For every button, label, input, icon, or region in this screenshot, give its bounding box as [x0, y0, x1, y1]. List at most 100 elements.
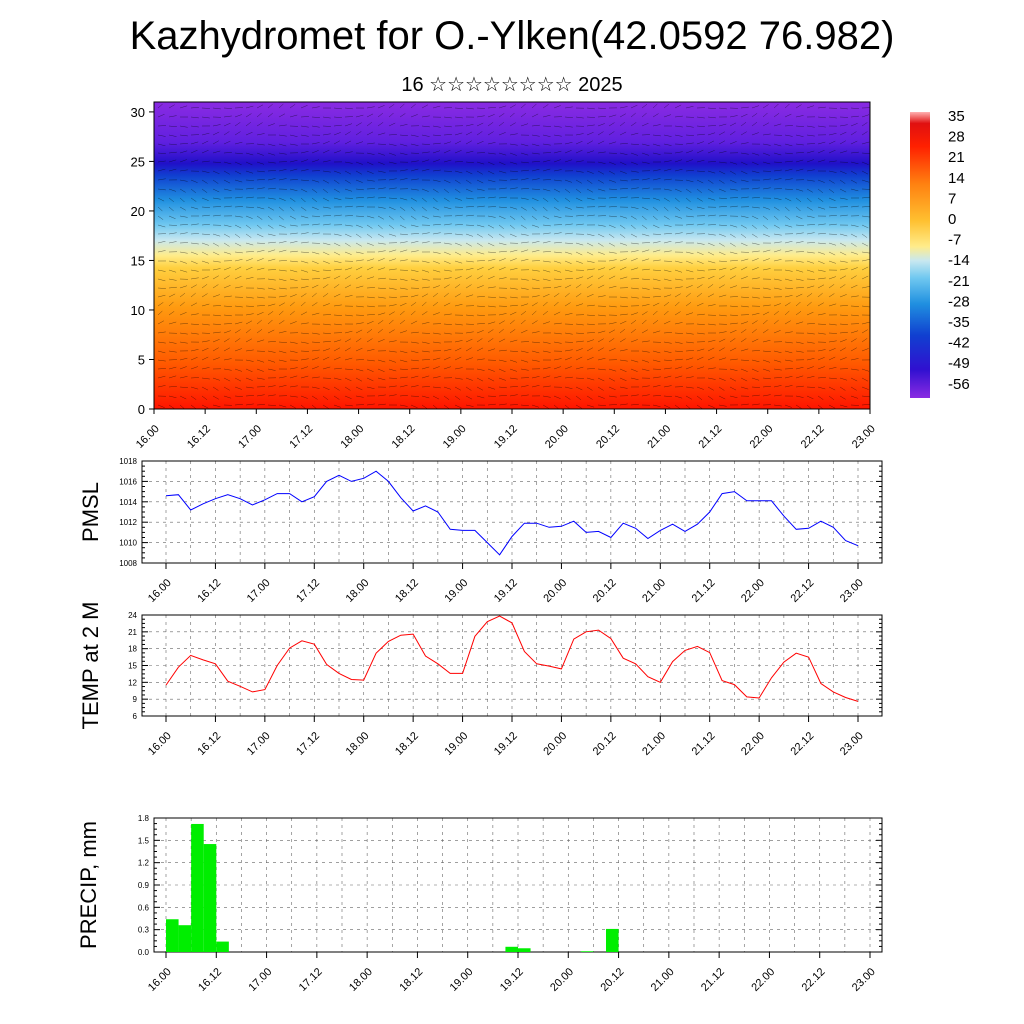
heatmap-xtick-label: 17.00 — [236, 423, 264, 451]
temp-xtick-label: 16.00 — [146, 730, 174, 758]
precip-ytick-label: 0.6 — [138, 903, 150, 912]
heatmap-xtick-label: 18.00 — [338, 423, 366, 451]
precip-bar — [505, 946, 518, 952]
precip-xtick-label: 20.00 — [548, 966, 576, 994]
temp-xtick-label: 20.12 — [591, 730, 619, 758]
precip-ylabel: PRECIP, mm — [76, 821, 101, 949]
precip-ytick-label: 1.5 — [138, 836, 150, 845]
heatmap-xtick-label: 21.00 — [645, 423, 673, 451]
pmsl-xtick-label: 22.12 — [788, 577, 816, 605]
temp-ytick-label: 9 — [133, 695, 138, 704]
heatmap-xtick-label: 19.00 — [441, 423, 469, 451]
precip-xtick-label: 21.00 — [649, 966, 677, 994]
heatmap-ytick-label: 10 — [131, 303, 145, 318]
temp-ytick-label: 12 — [128, 678, 137, 687]
temp-ytick-label: 6 — [133, 712, 138, 721]
temp-xtick-label: 20.00 — [541, 730, 569, 758]
precip-bar — [518, 948, 531, 952]
heatmap-xtick-label: 22.00 — [748, 423, 776, 451]
precip-bar — [178, 925, 192, 952]
temp-xtick-label: 18.12 — [393, 730, 421, 758]
precip-xtick-label: 19.12 — [498, 966, 526, 994]
pmsl-ytick-label: 1012 — [119, 518, 137, 527]
precip-ytick-label: 0.3 — [138, 926, 150, 935]
pmsl-xtick-label: 18.00 — [344, 577, 372, 605]
heatmap-ytick-label: 0 — [138, 402, 145, 417]
pmsl-xtick-label: 20.12 — [591, 577, 619, 605]
pmsl-xtick-label: 17.12 — [294, 577, 322, 605]
pmsl-ytick-label: 1014 — [119, 498, 137, 507]
precip-bar — [216, 941, 229, 952]
precip-xtick-label: 21.12 — [699, 966, 727, 994]
heatmap-xtick-label: 20.00 — [543, 423, 571, 451]
pmsl-xtick-label: 22.00 — [739, 577, 767, 605]
colorbar-label: -21 — [948, 273, 970, 290]
heatmap-ytick-label: 5 — [138, 352, 145, 367]
temp-xtick-label: 19.12 — [492, 730, 520, 758]
pmsl-xtick-label: 16.00 — [146, 577, 174, 605]
temp-xtick-label: 23.00 — [838, 730, 866, 758]
precip-xtick-label: 19.00 — [448, 966, 476, 994]
precip-bar — [606, 928, 619, 952]
colorbar-label: -28 — [948, 293, 970, 310]
temp-ylabel: TEMP at 2 M — [78, 602, 103, 730]
heatmap-ytick-label: 25 — [131, 154, 145, 169]
heatmap-field — [154, 102, 870, 409]
colorbar-label: -14 — [948, 252, 970, 269]
pmsl-xtick-label: 19.12 — [492, 577, 520, 605]
heatmap-xtick-label: 23.00 — [850, 423, 878, 451]
colorbar-label: 28 — [948, 129, 965, 146]
temp-xtick-label: 18.00 — [344, 730, 372, 758]
temp-ytick-label: 18 — [128, 645, 137, 654]
precip-ytick-label: 1.2 — [138, 859, 150, 868]
temp-xtick-label: 16.12 — [195, 730, 223, 758]
pmsl-xtick-label: 23.00 — [838, 577, 866, 605]
temp-xtick-label: 21.12 — [690, 730, 718, 758]
precip-bar — [203, 844, 217, 952]
precip-xtick-label: 18.12 — [397, 966, 425, 994]
heatmap-xtick-label: 17.12 — [287, 423, 315, 451]
precip-xtick-label: 16.12 — [196, 966, 224, 994]
heatmap-xtick-label: 18.12 — [390, 423, 418, 451]
heatmap-xtick-label: 20.12 — [594, 423, 622, 451]
wind-barbs — [157, 103, 871, 410]
pmsl-xtick-label: 21.12 — [690, 577, 718, 605]
colorbar-label: -35 — [948, 314, 970, 331]
pmsl-ytick-label: 1010 — [119, 539, 137, 548]
precip-ytick-label: 0.0 — [138, 948, 150, 957]
temp-ytick-label: 21 — [128, 628, 137, 637]
precip-xtick-label: 23.00 — [850, 966, 878, 994]
colorbar-label: -49 — [948, 355, 970, 372]
temp-series-line — [165, 615, 859, 702]
pmsl-xtick-label: 18.12 — [393, 577, 421, 605]
precip-ytick-label: 1.8 — [138, 814, 150, 823]
colorbar — [910, 112, 930, 398]
temp-ytick-label: 24 — [128, 611, 137, 620]
precip-xtick-label: 17.12 — [297, 966, 325, 994]
precip-ytick-label: 0.9 — [138, 881, 150, 890]
temp-xtick-label: 17.12 — [294, 730, 322, 758]
temp-grid — [142, 614, 882, 717]
precip-bar — [191, 823, 204, 952]
pmsl-grid — [142, 460, 882, 564]
heatmap-xtick-label: 16.00 — [134, 423, 162, 451]
heatmap-ytick-label: 20 — [131, 204, 145, 219]
colorbar-label: 14 — [948, 170, 965, 187]
pmsl-xtick-label: 19.00 — [442, 577, 470, 605]
temp-ytick-label: 15 — [128, 662, 137, 671]
pmsl-ytick-label: 1016 — [119, 477, 137, 486]
heatmap-xtick-label: 22.12 — [799, 423, 827, 451]
precip-bar — [580, 951, 594, 952]
temp-xtick-label: 22.00 — [739, 730, 767, 758]
pmsl-series-line — [165, 470, 859, 556]
temp-xtick-label: 22.12 — [788, 730, 816, 758]
heatmap-xtick-label: 19.12 — [492, 423, 520, 451]
heatmap-xtick-label: 21.12 — [696, 423, 724, 451]
precip-grid — [154, 817, 882, 953]
colorbar-label: 7 — [948, 190, 956, 207]
pmsl-ylabel: PMSL — [78, 482, 103, 542]
temp-xtick-label: 17.00 — [245, 730, 273, 758]
pmsl-xtick-label: 20.00 — [541, 577, 569, 605]
chart-subtitle: 16 ☆☆☆☆☆☆☆☆ 2025 — [401, 74, 623, 96]
